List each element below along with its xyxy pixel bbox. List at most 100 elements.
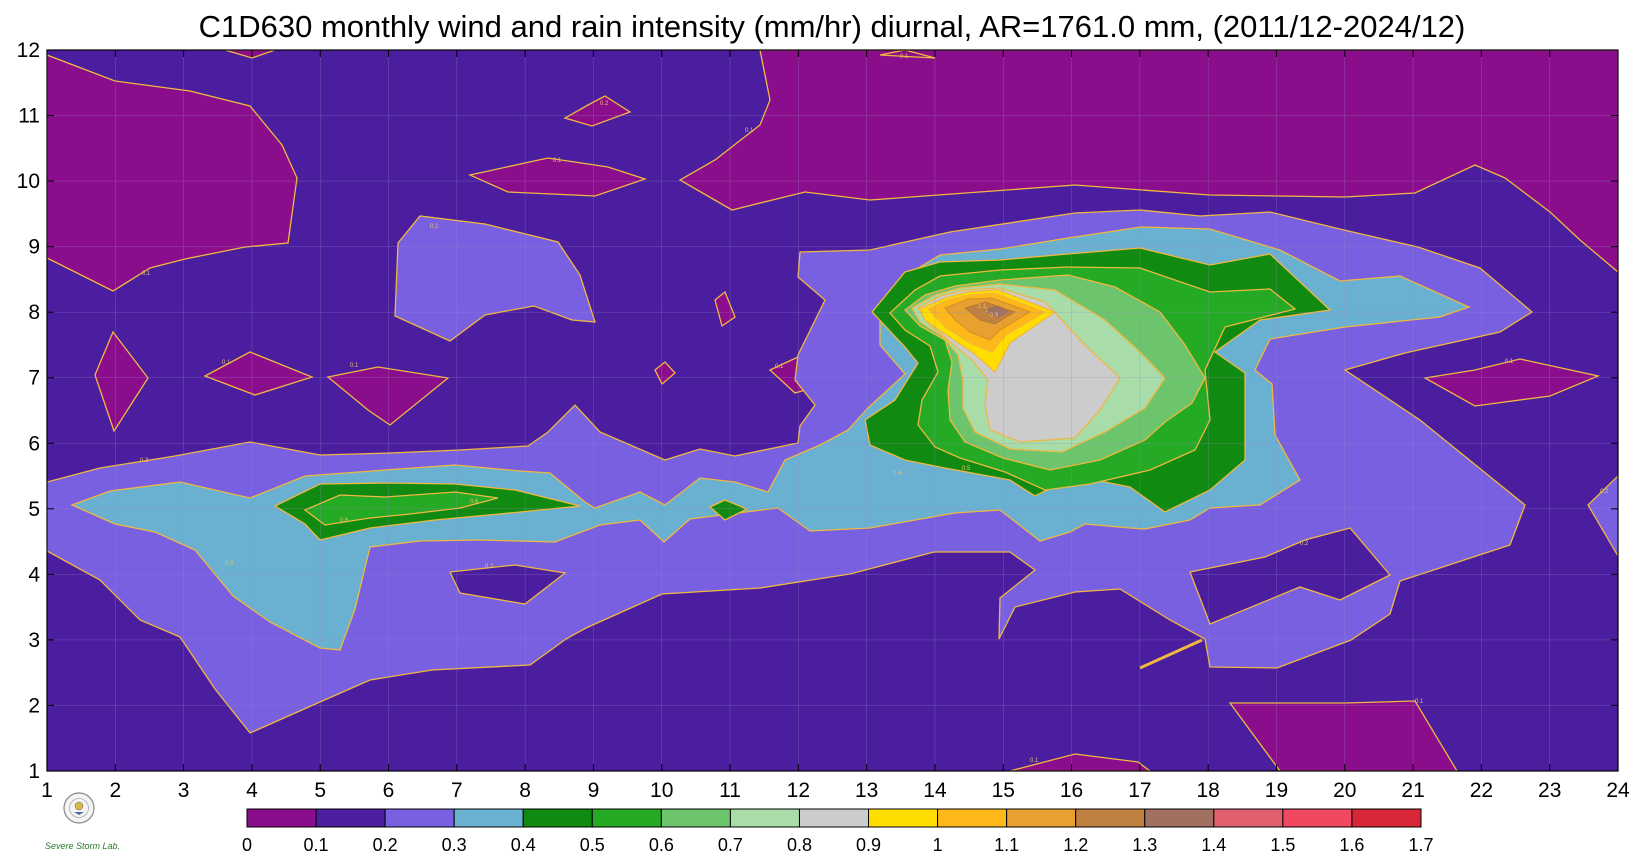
contour-label: 0.1 [350,363,359,369]
colorbar-swatch [937,808,1008,828]
x-tick-label: 1 [41,779,53,802]
x-tick-label: 2 [109,779,121,802]
plot-frame [46,49,1619,772]
contour-label: 0.1 [775,364,784,370]
colorbar-swatch [660,808,731,828]
colorbar-swatch [729,808,800,828]
x-tick-label: 19 [1265,779,1288,802]
x-tick-label: 12 [787,779,810,802]
x-tick-label: 24 [1606,779,1630,802]
contour-label: 0.2 [1300,541,1309,547]
colorbar-tick-label: 1.7 [1408,835,1433,855]
contour-holes-0.1-0.2 [449,527,1392,625]
colorbar-swatch [1075,808,1146,828]
contour-label: 0.1 [1505,359,1514,365]
colorbar-swatch [315,808,386,828]
colorbar-swatch [384,808,455,828]
x-tick-label: 8 [519,779,531,802]
x-tick-label: 3 [178,779,190,802]
colorbar-tick-label: 1.3 [1132,835,1157,855]
axis-ticks [46,49,1619,772]
contour-label: 0.3 [140,458,149,464]
lab-logo: Severe Storm Lab. [45,792,120,851]
contour-labels: 0.1 0.1 0.1 0.1 0.1 0.1 0.1 0.1 0.1 0.1 … [140,54,1609,764]
lab-name: Severe Storm Lab. [45,841,120,851]
y-tick-label: 9 [28,236,40,259]
colorbar-tick-label: 1.1 [994,835,1019,855]
y-tick-label: 12 [17,39,40,62]
contour-label: 0.1 [900,54,909,60]
y-tick-label: 3 [28,629,40,652]
colorbar-tick-labels: 0 0.1 0.2 0.3 0.4 0.5 0.6 0.7 0.8 0.9 1 1.1 1.2 1.3 1.… [242,835,1434,855]
x-tick-label: 7 [451,779,463,802]
contour-level-0-0.1 [47,50,1618,771]
y-tick-label: 1 [28,760,40,783]
contour-label: 0.9 [990,313,999,319]
contour-label: 0.2 [485,564,494,570]
colorbar-tick-label: 0.9 [856,835,881,855]
y-tick-label: 2 [28,694,40,717]
contour-label: 0.1 [1415,699,1424,705]
y-tick-label: 8 [28,301,40,324]
contour-label: 0.1 [1030,758,1039,764]
x-tick-label: 4 [246,779,258,802]
x-tick-label: 13 [855,779,878,802]
contour-line-isolated [1139,638,1203,670]
contour-label: 0.5 [962,466,971,472]
colorbar-tick-label: 1.6 [1339,835,1364,855]
contour-label: 0.2 [600,101,609,107]
contour-label: 0.1 [222,360,231,366]
colorbar-tick-label: 0.1 [304,835,329,855]
colorbar-swatch [1006,808,1077,828]
x-tick-label: 6 [383,779,395,802]
colorbar-swatch [1144,808,1215,828]
x-tick-label: 17 [1128,779,1151,802]
x-tick-label: 18 [1196,779,1219,802]
colorbar-tick-label: 1.2 [1063,835,1088,855]
colorbar-tick-label: 0.3 [442,835,467,855]
colorbar-swatch [591,808,662,828]
x-tick-label: 23 [1538,779,1561,802]
x-tick-label: 11 [719,779,741,802]
y-tick-label: 7 [28,367,40,390]
x-tick-label: 20 [1333,779,1356,802]
colorbar-tick-label: 0 [242,835,252,855]
colorbar-swatch [453,808,524,828]
contour-label: 1 [985,308,989,314]
colorbar-swatch [1351,808,1422,828]
colorbar-tick-label: 0.4 [511,835,536,855]
x-tick-label: 14 [923,779,947,802]
x-tick-label: 5 [314,779,326,802]
contour-label: 0.1 [142,271,151,277]
y-tick-label: 4 [28,563,40,586]
colorbar-swatch [1213,808,1284,828]
contour-field: 0.1 0.1 0.1 0.1 0.1 0.1 0.1 0.1 0.1 0.1 … [47,50,1618,771]
contour-label: 0.4 [893,471,902,477]
contour-label: 0.6 [470,499,479,505]
contour-label: 0.1 [745,128,754,134]
colorbar-tick-label: 0.6 [649,835,674,855]
colorbar-swatch [246,808,317,828]
grid-lines [47,50,1618,771]
colorbar-tick-label: 1.4 [1201,835,1226,855]
colorbar-tick-label: 0.8 [787,835,812,855]
y-tick-label: 11 [18,105,40,128]
colorbar-tick-label: 0.7 [718,835,743,855]
x-tick-label: 15 [992,779,1015,802]
colorbar-swatch [798,808,870,828]
y-tick-label: 5 [28,498,40,521]
x-tick-label: 9 [588,779,600,802]
x-tick-label: 16 [1060,779,1083,802]
contour-label: 1.1 [978,304,987,310]
colorbar-tick-label: 1 [933,835,943,855]
contour-label: 0.3 [225,561,234,567]
colorbar-tick-label: 0.2 [373,835,398,855]
colorbar-swatch [868,808,939,828]
y-tick-label: 10 [17,170,40,193]
x-tick-label: 21 [1401,779,1424,802]
y-tick-label: 6 [28,432,40,455]
colorbar-swatch [522,808,593,828]
colorbar-tick-label: 1.5 [1270,835,1295,855]
